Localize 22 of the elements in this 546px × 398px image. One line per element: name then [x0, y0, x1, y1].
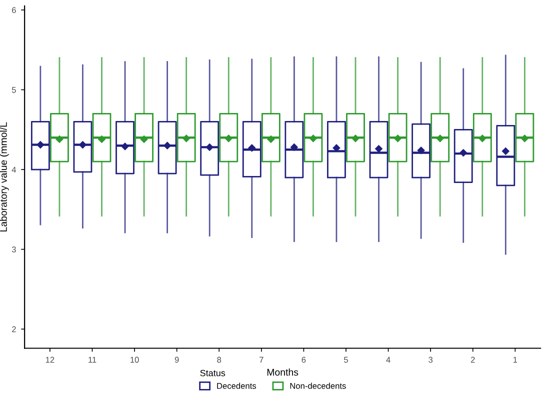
legend-title: Status [200, 370, 226, 376]
y-tick-label: 4 [12, 166, 16, 173]
legend-label: Decedents [217, 382, 256, 389]
x-tick-label: 9 [174, 356, 179, 363]
legend-label: Non-decedents [290, 382, 346, 389]
x-tick-label: 6 [302, 356, 306, 363]
x-tick-label: 5 [344, 356, 348, 363]
y-tick-label: 5 [12, 87, 16, 93]
x-tick-label: 8 [217, 356, 222, 363]
x-tick-label: 12 [46, 356, 54, 363]
y-tick-label: 3 [12, 246, 16, 252]
x-axis-title: Months [267, 368, 298, 376]
y-tick-label: 2 [12, 326, 16, 332]
x-tick-label: 2 [470, 356, 475, 363]
y-tick-label: 6 [12, 7, 16, 14]
x-tick-label: 3 [428, 356, 433, 363]
x-tick-label: 10 [130, 356, 139, 363]
y-axis-title: Laboratory value (mmol/L [0, 122, 9, 232]
x-tick-label: 4 [386, 356, 390, 363]
x-tick-label: 11 [88, 356, 96, 363]
x-tick-label: 1 [513, 356, 518, 363]
x-tick-label: 7 [260, 356, 264, 363]
